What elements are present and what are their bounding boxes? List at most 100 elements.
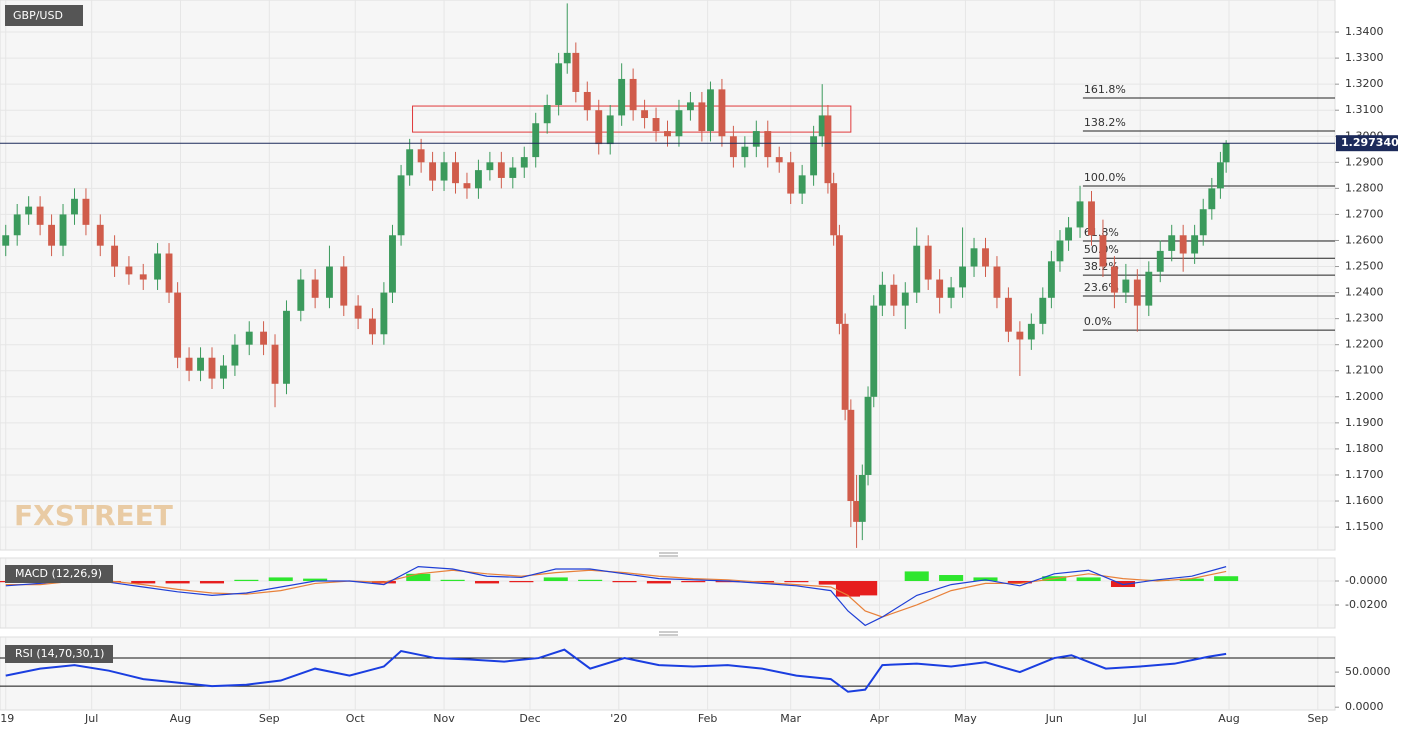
fib-label: 161.8% bbox=[1084, 83, 1126, 96]
candle-body bbox=[463, 183, 471, 189]
fib-label: 23.6% bbox=[1084, 281, 1119, 294]
candle-body bbox=[82, 198, 90, 225]
candle-body bbox=[406, 149, 414, 176]
candle-body bbox=[208, 357, 216, 379]
histogram-bar bbox=[612, 581, 637, 583]
histogram-bar bbox=[578, 579, 603, 582]
y-tick-label: -0.0200 bbox=[1345, 598, 1387, 611]
candle-body bbox=[1004, 297, 1012, 332]
candle-body bbox=[993, 266, 1001, 298]
y-tick-label: 1.1700 bbox=[1345, 468, 1384, 481]
y-tick-label: 0.0000 bbox=[1345, 700, 1384, 713]
candle-body bbox=[1168, 235, 1176, 251]
candle-body bbox=[417, 149, 425, 163]
candle-body bbox=[139, 274, 147, 280]
fib-label: 100.0% bbox=[1084, 171, 1126, 184]
candle-body bbox=[583, 91, 591, 111]
candle-body bbox=[959, 266, 967, 288]
fib-label: 38.2% bbox=[1084, 260, 1119, 273]
rsi-line bbox=[5, 648, 1227, 693]
candle-body bbox=[810, 136, 818, 176]
histogram-bar bbox=[904, 571, 929, 582]
histogram-bar bbox=[474, 581, 500, 584]
candle-body bbox=[25, 206, 33, 215]
y-tick-label: 1.2000 bbox=[1345, 390, 1384, 403]
candle-body bbox=[572, 52, 580, 92]
candle-body bbox=[429, 162, 437, 181]
x-tick-label: Jun bbox=[1045, 712, 1063, 725]
y-tick-label: 1.1800 bbox=[1345, 442, 1384, 455]
candle-body bbox=[698, 102, 706, 132]
candle-body bbox=[729, 136, 737, 158]
y-tick-label: 1.3100 bbox=[1345, 103, 1384, 116]
fib-label: 0.0% bbox=[1084, 315, 1112, 328]
candle-body bbox=[847, 409, 855, 502]
candle-body bbox=[878, 284, 886, 306]
candle-body bbox=[509, 167, 517, 178]
candle-body bbox=[818, 115, 826, 137]
rsi-panel bbox=[0, 636, 1336, 711]
histogram-bar bbox=[681, 581, 706, 583]
candle-body bbox=[982, 248, 989, 267]
macd-line bbox=[5, 566, 1227, 627]
last-price-box bbox=[1336, 135, 1398, 152]
candle-body bbox=[13, 214, 21, 236]
candle-body bbox=[497, 162, 505, 178]
histogram-bar bbox=[440, 579, 465, 582]
y-tick-label: 1.2900 bbox=[1345, 155, 1384, 168]
candle-body bbox=[520, 157, 528, 168]
candle-body bbox=[1016, 331, 1024, 340]
histogram-bar bbox=[234, 579, 259, 582]
y-tick-label: 1.2100 bbox=[1345, 364, 1384, 377]
signal-line bbox=[5, 569, 1227, 618]
y-tick-label: 50.0000 bbox=[1345, 665, 1391, 678]
candle-body bbox=[830, 183, 838, 236]
x-tick-label: Dec bbox=[519, 712, 540, 725]
macd-panel bbox=[0, 557, 1336, 629]
candle-body bbox=[389, 235, 396, 293]
histogram-bar bbox=[1007, 581, 1032, 584]
candle-body bbox=[260, 331, 267, 345]
candle-body bbox=[1216, 162, 1224, 189]
candle-body bbox=[1133, 279, 1141, 306]
rsi-title-box bbox=[5, 645, 113, 663]
x-tick-label: Jul bbox=[84, 712, 98, 725]
histogram-bar bbox=[1179, 578, 1204, 582]
histogram-bar bbox=[406, 573, 431, 582]
candle-body bbox=[111, 245, 119, 267]
x-tick-label: Sep bbox=[1307, 712, 1328, 725]
candle-body bbox=[947, 287, 955, 298]
x-tick-label: Aug bbox=[170, 712, 191, 725]
x-tick-label: Feb bbox=[698, 712, 717, 725]
candle-body bbox=[340, 266, 348, 306]
watermark: FXSTREET bbox=[14, 499, 173, 532]
histogram-bar bbox=[818, 581, 843, 585]
candle-body bbox=[870, 305, 878, 397]
candle-body bbox=[59, 214, 67, 246]
candle-body bbox=[165, 253, 173, 293]
candle-body bbox=[707, 89, 714, 132]
candle-body bbox=[474, 170, 482, 189]
candle-body bbox=[440, 162, 448, 181]
histogram-bar bbox=[784, 581, 809, 583]
candle-body bbox=[311, 279, 319, 298]
candle-body bbox=[686, 102, 694, 111]
candle-body bbox=[297, 279, 305, 311]
candle-body bbox=[775, 157, 783, 163]
histogram-bar bbox=[939, 575, 964, 582]
candle-body bbox=[125, 266, 133, 275]
x-tick-label: Aug bbox=[1218, 712, 1239, 725]
candle-body bbox=[271, 344, 279, 384]
candle-body bbox=[787, 162, 795, 194]
candle-body bbox=[452, 162, 459, 184]
candle-body bbox=[543, 104, 551, 124]
y-tick-label: 1.2400 bbox=[1345, 286, 1384, 299]
candle-body bbox=[864, 396, 872, 475]
candle-body bbox=[1110, 266, 1118, 293]
x-tick-label: Apr bbox=[870, 712, 890, 725]
x-tick-label: '19 bbox=[0, 712, 14, 725]
x-tick-label: Oct bbox=[346, 712, 366, 725]
candle-body bbox=[368, 318, 376, 335]
